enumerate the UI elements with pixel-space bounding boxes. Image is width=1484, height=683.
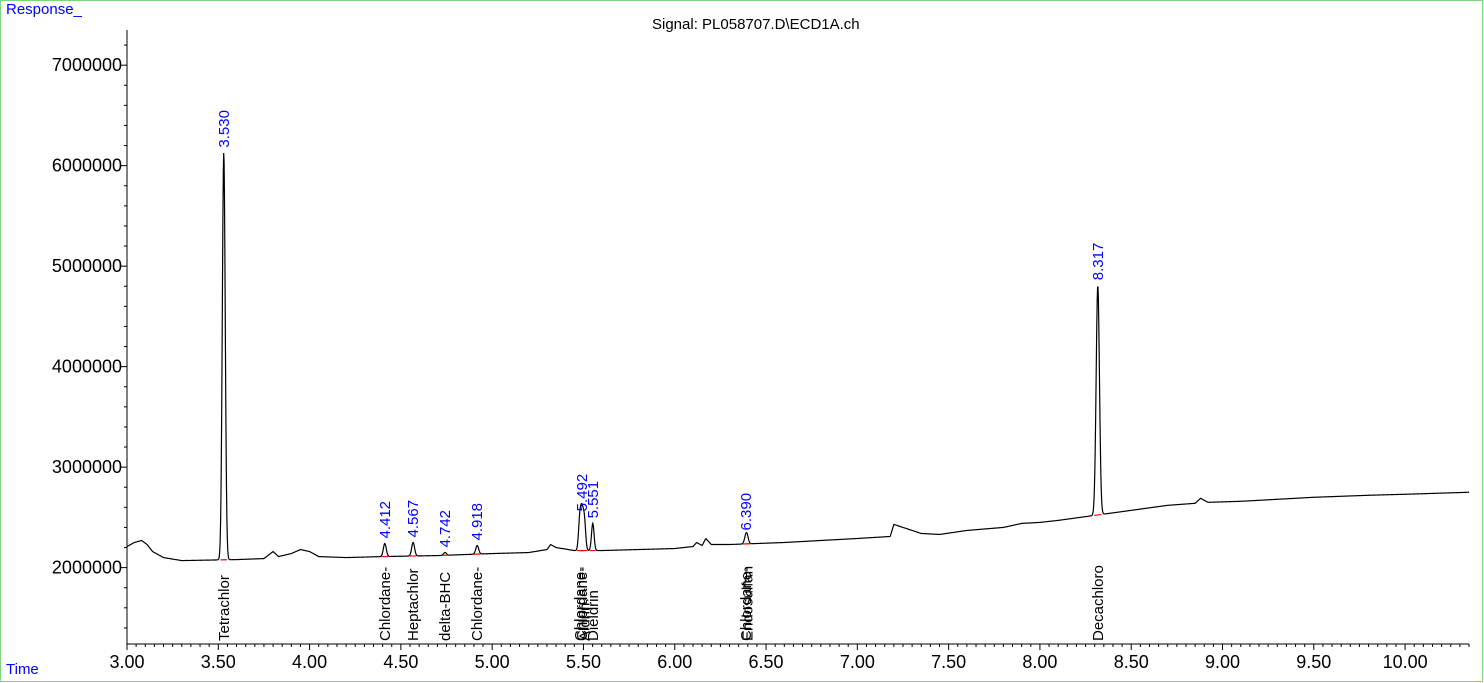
y-tick-label: 6000000	[52, 156, 122, 176]
peak-compound-label: Chlordane-	[572, 567, 589, 641]
x-tick-label: 4.50	[383, 652, 418, 672]
peak-rt-label: 4.412	[377, 501, 394, 539]
x-tick-label: 8.50	[1114, 652, 1149, 672]
axes: 2000000 3000000 4000000 5000000 6000000 70000…	[52, 30, 1470, 672]
peak-compound-label: Endosulfan	[739, 566, 756, 641]
x-tick-label: 6.00	[657, 652, 692, 672]
trace-layer	[126, 153, 1470, 562]
x-tick-label: 7.00	[840, 652, 875, 672]
x-tick-label: 4.00	[292, 652, 327, 672]
peak-rt-label: 4.742	[437, 510, 454, 548]
peak-rt-label: 6.390	[738, 493, 755, 531]
y-tick-label: 2000000	[52, 558, 122, 578]
y-tick-label: 5000000	[52, 256, 122, 276]
x-tick-label: 7.50	[931, 652, 966, 672]
peak-compound-label: Tetrachlor	[216, 575, 233, 641]
x-tick-label: 3.50	[201, 652, 236, 672]
y-axis-label: Response_	[6, 1, 82, 18]
peak-compound-label: Decachloro	[1090, 565, 1107, 641]
y-tick-label: 7000000	[52, 55, 122, 75]
y-tick-label: 4000000	[52, 357, 122, 377]
x-axis-label: Time	[6, 661, 39, 678]
peak-rt-label: 5.551	[585, 481, 602, 519]
peak-rt-label: 4.567	[405, 500, 422, 538]
x-tick-label: 10.00	[1383, 652, 1428, 672]
x-tick-label: 6.50	[749, 652, 784, 672]
signal-trace	[126, 153, 1470, 562]
peak-compound-label: Heptachlor	[405, 568, 422, 641]
peak-compound-label: Chlordane-	[738, 567, 755, 641]
peak-compound-label: Chlordane-	[377, 567, 394, 641]
peak-rt-label: 5.492	[574, 474, 591, 512]
x-tick-label: 3.00	[109, 652, 144, 672]
signal-title: Signal: PL058707.D\ECD1A.ch	[652, 16, 860, 33]
x-tick-label: 5.50	[566, 652, 601, 672]
peak-rt-label: 8.317	[1090, 243, 1107, 281]
peak-rt-label: 4.918	[469, 503, 486, 541]
y-tick-label: 3000000	[52, 457, 122, 477]
peak-compound-label: Dieldrin	[585, 590, 602, 641]
peak-compound-label: Aldrin	[576, 603, 593, 641]
x-tick-label: 8.00	[1022, 652, 1057, 672]
peak-rt-label: 3.530	[216, 110, 233, 148]
x-tick-label: 9.00	[1205, 652, 1240, 672]
baseline-marks	[220, 513, 1102, 561]
x-tick-label: 9.50	[1296, 652, 1331, 672]
peak-compound-label: Chlordane-	[469, 567, 486, 641]
peak-compound-label: Chlordane-	[574, 567, 591, 641]
peak-baseline-mark	[1094, 513, 1102, 517]
peak-labels: 3.530 Tetrachlor 4.412 Chlordane- 4.567 Hepta…	[216, 110, 1107, 641]
peak-compound-label: delta-BHC	[437, 572, 454, 641]
x-tick-label: 5.00	[475, 652, 510, 672]
